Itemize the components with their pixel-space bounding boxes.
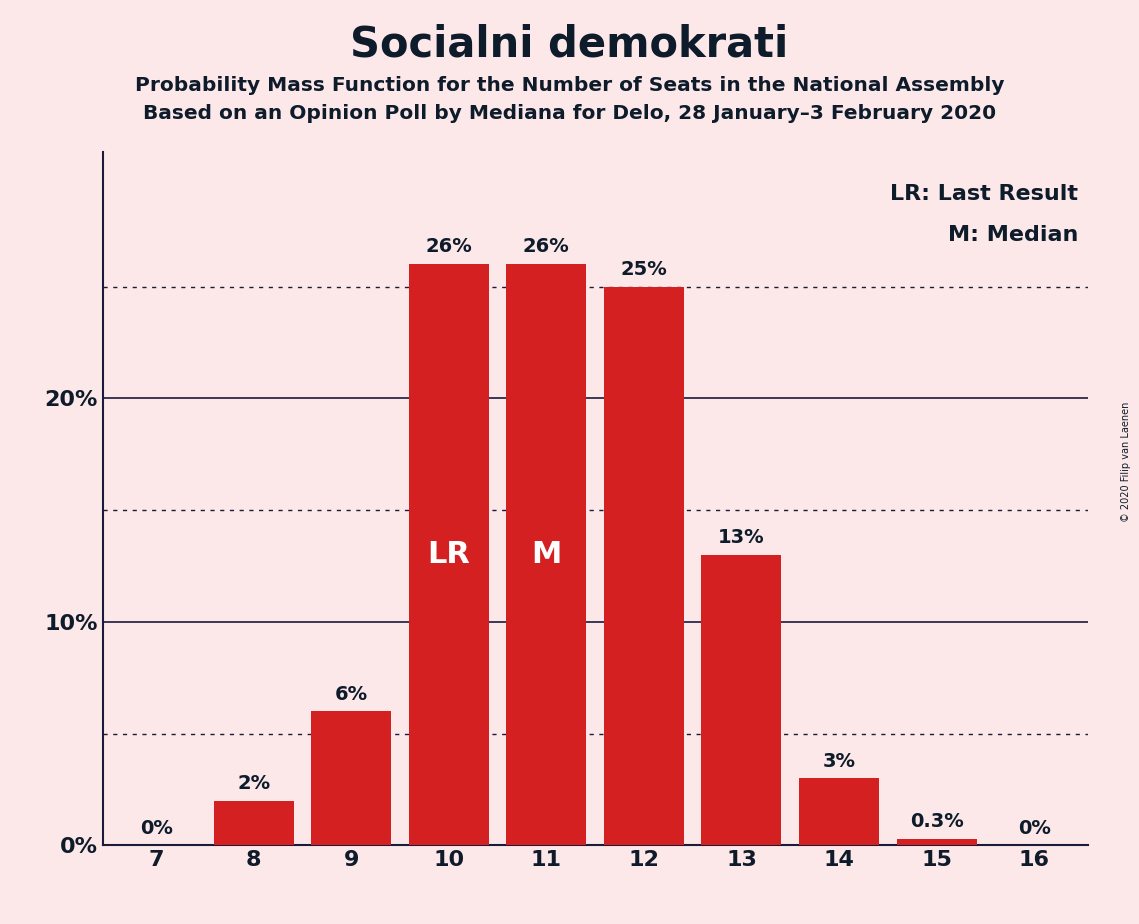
Bar [798,778,879,845]
Text: 0%: 0% [140,819,173,838]
Text: 0%: 0% [1017,819,1050,838]
Text: 6%: 6% [335,685,368,703]
Text: © 2020 Filip van Laenen: © 2020 Filip van Laenen [1121,402,1131,522]
Bar [507,264,587,845]
Text: Based on an Opinion Poll by Mediana for Delo, 28 January–3 February 2020: Based on an Opinion Poll by Mediana for … [142,104,997,124]
Text: M: M [531,541,562,569]
Bar [311,711,392,845]
Text: LR: LR [427,541,470,569]
Text: 26%: 26% [426,237,473,256]
Bar [896,839,976,845]
Text: Probability Mass Function for the Number of Seats in the National Assembly: Probability Mass Function for the Number… [134,76,1005,95]
Text: 25%: 25% [621,260,667,279]
Bar [409,264,489,845]
Bar [214,801,294,845]
Bar [604,286,683,845]
Text: 26%: 26% [523,237,570,256]
Text: 0.3%: 0.3% [910,812,964,831]
Text: LR: Last Result: LR: Last Result [890,184,1077,203]
Text: 13%: 13% [718,528,764,547]
Text: Socialni demokrati: Socialni demokrati [351,23,788,65]
Text: 2%: 2% [237,774,270,793]
Text: 3%: 3% [822,751,855,771]
Text: M: Median: M: Median [948,225,1077,245]
Bar [702,554,781,845]
